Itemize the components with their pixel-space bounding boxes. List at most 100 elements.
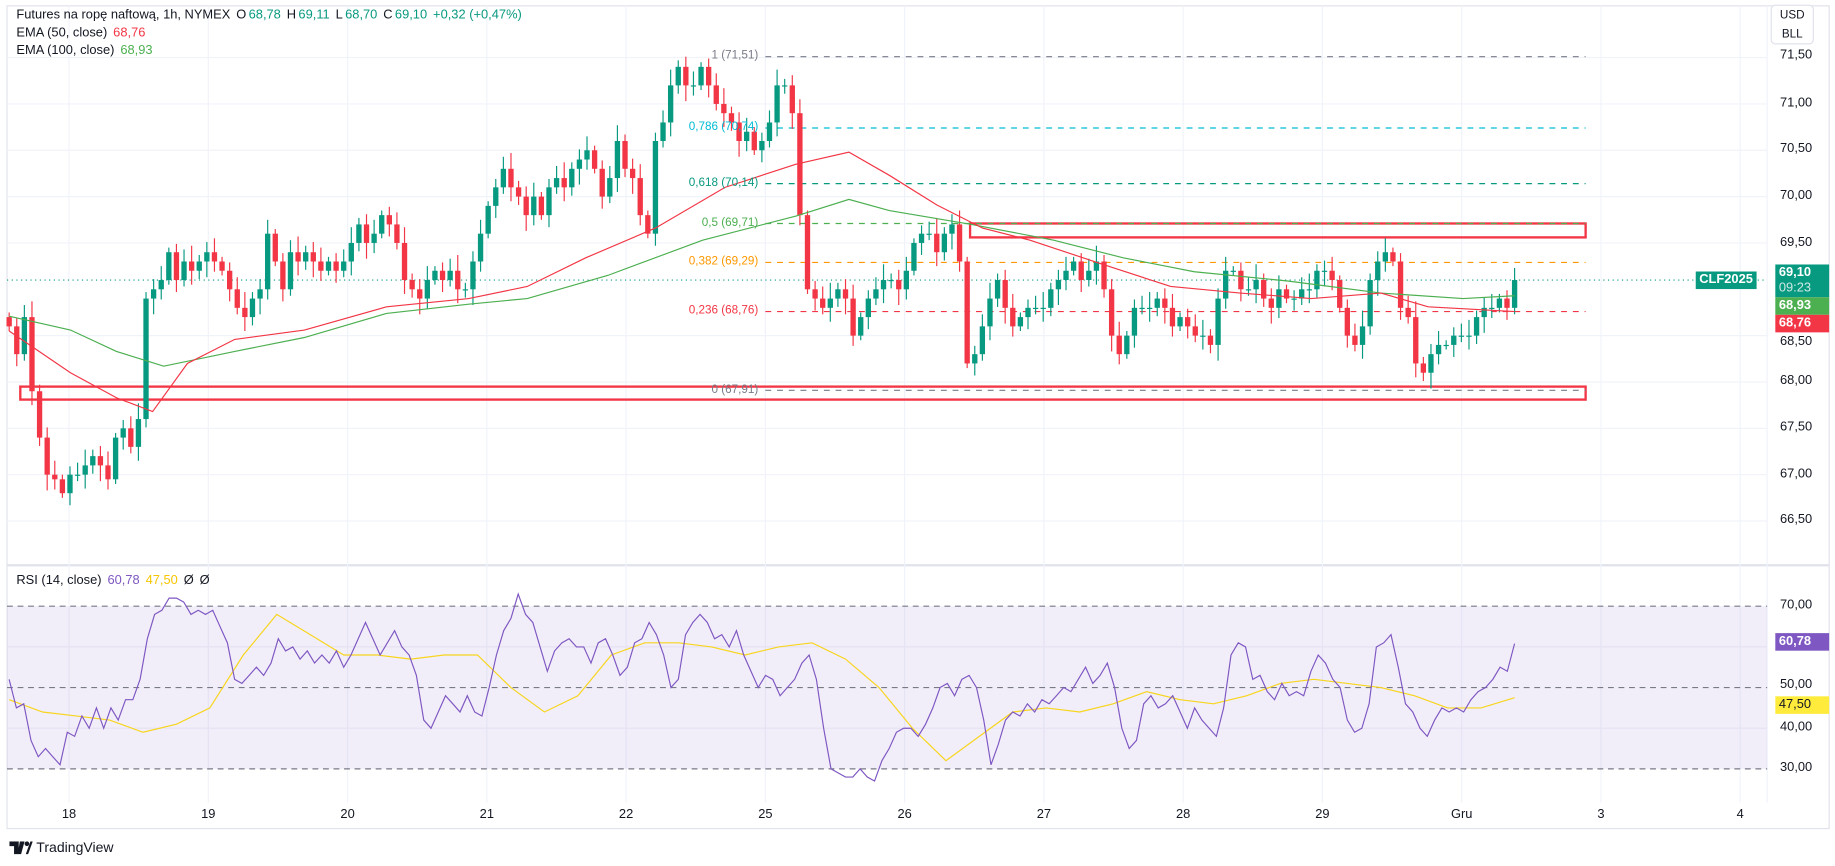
candle-up: [485, 205, 491, 234]
candle-down: [1238, 270, 1244, 290]
candle-up: [1025, 307, 1031, 318]
currency-label[interactable]: USD: [1779, 9, 1805, 23]
candle-up: [135, 419, 142, 447]
candle-up: [1055, 280, 1062, 290]
low-value: 68,70: [345, 8, 378, 23]
candle-down: [956, 224, 963, 262]
candle-down: [1185, 317, 1191, 327]
candle-up: [1458, 335, 1465, 337]
candle-down: [1169, 307, 1176, 327]
rsi-line: [8, 592, 1516, 782]
candle-up: [1276, 289, 1282, 308]
ema100-legend[interactable]: EMA (100, close) 68,93: [16, 43, 155, 57]
candle-down: [105, 465, 111, 480]
candle-up: [432, 270, 438, 281]
candle-up: [1215, 298, 1221, 345]
candle-up: [1451, 335, 1457, 345]
candle-down: [1162, 298, 1168, 308]
candle-up: [371, 233, 377, 243]
candle-up: [994, 280, 1001, 299]
candle-up: [1154, 298, 1160, 308]
open-label: O: [236, 8, 247, 23]
candle-up: [1375, 261, 1381, 281]
candle-up: [865, 298, 871, 318]
candle-up: [926, 233, 932, 235]
candle-down: [523, 196, 529, 216]
candle-down: [409, 280, 415, 290]
candle-up: [835, 289, 841, 299]
candle-down: [234, 289, 240, 308]
candle-down: [1108, 289, 1115, 336]
ema50-line: [8, 151, 1515, 413]
price-axis-label: 66,50: [1779, 512, 1813, 527]
rsi-legend[interactable]: RSI (14, close) 60,78 47,50 Ø Ø: [16, 573, 212, 587]
candle-down: [1116, 335, 1122, 355]
currency-unit-box[interactable]: USD BLL: [1770, 4, 1814, 45]
candle-up: [1245, 289, 1252, 291]
candle-up: [1223, 270, 1229, 299]
candle-up: [987, 298, 993, 327]
candle-down: [188, 261, 195, 271]
candle-up: [1048, 289, 1054, 308]
candle-up: [462, 289, 469, 291]
last-price-badge: 69,10 09:23: [1775, 264, 1830, 298]
candle-down: [820, 298, 826, 308]
tradingview-logo[interactable]: TradingView: [9, 839, 114, 855]
candle-up: [1063, 270, 1069, 281]
candle-down: [842, 289, 849, 299]
candle-up: [204, 252, 210, 262]
candle-down: [599, 168, 605, 197]
price-axis-label: 67,50: [1779, 420, 1813, 435]
candle-down: [1261, 280, 1267, 299]
high-label: H: [286, 8, 297, 23]
tradingview-logo-icon: [9, 840, 33, 854]
candle-down: [637, 178, 643, 216]
candle-down: [44, 437, 50, 475]
candle-up: [614, 140, 621, 179]
open-value: 68,78: [248, 8, 281, 23]
candle-up: [949, 224, 955, 234]
candle-up: [979, 326, 986, 355]
candle-up: [1382, 252, 1389, 262]
time-axis-label: 28: [1175, 807, 1191, 822]
time-axis-label: 27: [1036, 807, 1052, 822]
candle-up: [1489, 307, 1495, 310]
candle-up: [553, 178, 560, 188]
candle-up: [265, 233, 271, 290]
candle-down: [1344, 307, 1350, 336]
candle-down: [417, 289, 423, 299]
ema50-legend[interactable]: EMA (50, close) 68,76: [16, 26, 147, 40]
candle-up: [888, 280, 894, 282]
time-axis-label: 22: [618, 807, 634, 822]
candle-up: [531, 196, 537, 216]
candle-up: [873, 289, 879, 299]
symbol-legend: Futures na ropę naftową, 1h, NYMEX O 68,7…: [16, 8, 524, 22]
bar-countdown: 09:23: [1778, 280, 1812, 295]
candle-up: [348, 242, 354, 262]
price-axis-label: 70,50: [1779, 142, 1813, 157]
symbol-title: Futures na ropę naftową, 1h, NYMEX: [16, 8, 231, 23]
candle-up: [1496, 298, 1503, 308]
candle-up: [1481, 307, 1487, 318]
support-resistance-zone: [968, 222, 1587, 239]
candle-up: [1124, 335, 1130, 355]
candle-down: [59, 479, 66, 494]
unit-label[interactable]: BLL: [1781, 28, 1803, 41]
candle-up: [112, 437, 119, 480]
time-axis-label: 25: [758, 807, 773, 822]
rsi-axis-label: 50,00: [1779, 677, 1813, 692]
candle-down: [173, 252, 180, 281]
candle-up: [744, 131, 750, 141]
candle-down: [455, 270, 461, 290]
candle-up: [424, 280, 431, 299]
fib-level-label: 1 (71,51): [711, 49, 759, 63]
candle-up: [181, 261, 187, 281]
candle-up: [782, 85, 788, 87]
symbol-badge: CLF2025: [1695, 271, 1757, 290]
candle-up: [667, 85, 674, 123]
time-axis-label: 20: [340, 807, 355, 822]
candle-down: [401, 242, 408, 281]
candle-up: [1139, 307, 1145, 310]
candle-down: [1329, 270, 1335, 281]
